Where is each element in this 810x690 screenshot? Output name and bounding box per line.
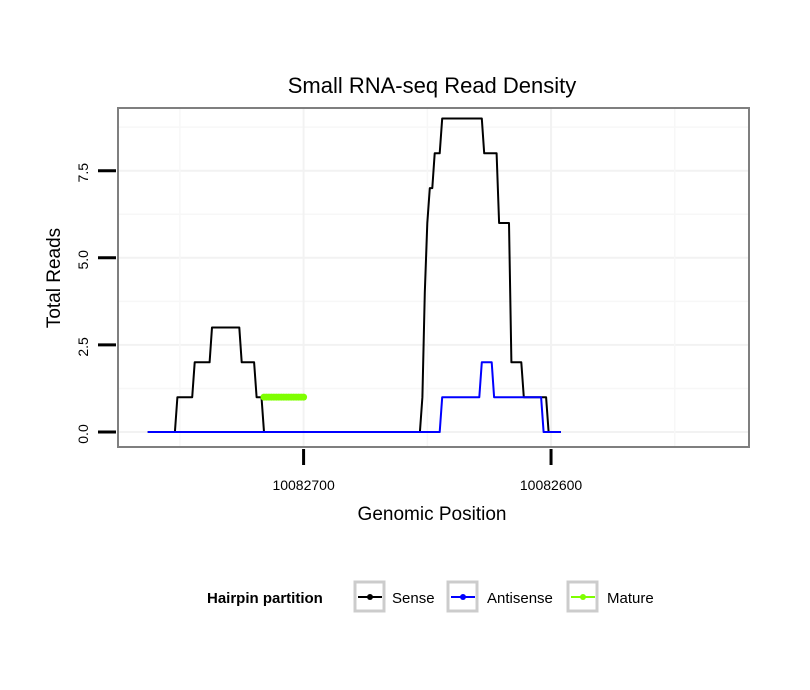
x-tick-label: 10082600 [520, 477, 583, 493]
legend-dot-sense [367, 594, 373, 600]
axes: 0.0 2.5 5.0 7.5 10082700 10082600 [75, 163, 582, 493]
chart-title: Small RNA-seq Read Density [288, 73, 577, 98]
legend-label-antisense: Antisense [487, 590, 553, 607]
mature-point [300, 393, 308, 401]
series-line-antisense [147, 361, 561, 433]
y-tick-label: 0.0 [75, 424, 91, 444]
legend-label-sense: Sense [392, 590, 435, 607]
legend-item-sense: Sense [353, 580, 435, 613]
legend-item-mature: Mature [566, 580, 654, 613]
series-line-sense [147, 117, 561, 433]
y-tick-label: 7.5 [75, 163, 91, 183]
legend-title: Hairpin partition [207, 590, 323, 607]
legend-label-mature: Mature [607, 590, 654, 607]
plot-panel-border [117, 107, 750, 448]
y-axis-title: Total Reads [44, 228, 65, 328]
legend: Hairpin partition Sense Antisense Mature [207, 580, 654, 613]
grid-lines [118, 108, 749, 447]
y-tick-label: 2.5 [75, 337, 91, 357]
x-axis-title: Genomic Position [358, 504, 507, 525]
y-tick-label: 5.0 [75, 250, 91, 270]
legend-dot-antisense [460, 594, 466, 600]
legend-item-antisense: Antisense [446, 580, 553, 613]
x-tick-label: 10082700 [272, 477, 335, 493]
series-lines [147, 117, 561, 433]
legend-dot-mature [580, 594, 586, 600]
